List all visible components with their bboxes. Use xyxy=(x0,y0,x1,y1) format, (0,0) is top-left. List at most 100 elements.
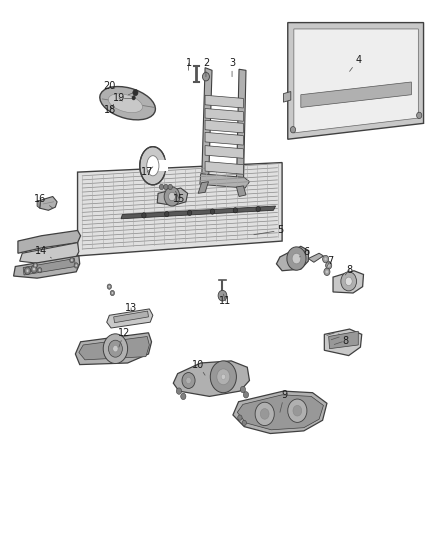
Circle shape xyxy=(202,72,209,81)
Circle shape xyxy=(260,409,269,419)
Text: 9: 9 xyxy=(280,390,287,413)
Text: 3: 3 xyxy=(229,59,235,77)
Circle shape xyxy=(164,184,168,190)
Text: 20: 20 xyxy=(103,81,116,91)
Polygon shape xyxy=(294,29,418,133)
Circle shape xyxy=(110,290,115,296)
Circle shape xyxy=(417,112,422,118)
Polygon shape xyxy=(205,109,244,121)
Text: 14: 14 xyxy=(35,246,51,258)
Ellipse shape xyxy=(147,156,159,176)
Circle shape xyxy=(169,192,176,201)
Text: 1: 1 xyxy=(185,59,191,70)
Circle shape xyxy=(322,255,328,263)
Circle shape xyxy=(113,345,118,352)
Polygon shape xyxy=(200,174,250,188)
Polygon shape xyxy=(333,271,364,293)
Polygon shape xyxy=(78,163,282,256)
Polygon shape xyxy=(328,331,358,349)
Circle shape xyxy=(133,90,138,96)
Circle shape xyxy=(74,263,78,268)
Polygon shape xyxy=(121,206,276,219)
Circle shape xyxy=(187,210,192,215)
Polygon shape xyxy=(107,309,153,328)
Circle shape xyxy=(210,361,237,393)
Circle shape xyxy=(159,184,164,190)
Text: 5: 5 xyxy=(254,225,283,236)
Circle shape xyxy=(182,373,195,389)
Circle shape xyxy=(233,208,237,213)
Polygon shape xyxy=(79,336,149,360)
Circle shape xyxy=(287,247,306,270)
Circle shape xyxy=(33,263,38,268)
Circle shape xyxy=(324,268,330,276)
Polygon shape xyxy=(283,92,291,102)
Polygon shape xyxy=(157,188,187,206)
Circle shape xyxy=(218,290,227,301)
Polygon shape xyxy=(276,246,309,271)
Circle shape xyxy=(325,270,328,273)
Circle shape xyxy=(33,268,35,271)
Polygon shape xyxy=(237,186,246,197)
Circle shape xyxy=(290,126,296,133)
Circle shape xyxy=(186,377,191,384)
Circle shape xyxy=(142,213,146,218)
Circle shape xyxy=(238,415,242,420)
Text: 8: 8 xyxy=(339,334,348,346)
Polygon shape xyxy=(40,197,57,211)
Ellipse shape xyxy=(100,86,155,120)
Circle shape xyxy=(341,272,357,291)
Circle shape xyxy=(26,269,29,272)
Text: 11: 11 xyxy=(219,294,232,306)
Polygon shape xyxy=(205,132,244,145)
Circle shape xyxy=(242,420,247,425)
Circle shape xyxy=(345,277,352,286)
Circle shape xyxy=(103,334,127,364)
Polygon shape xyxy=(201,68,212,183)
Polygon shape xyxy=(156,160,168,171)
Polygon shape xyxy=(301,82,411,108)
Circle shape xyxy=(324,257,327,261)
Text: 4: 4 xyxy=(350,55,361,71)
Circle shape xyxy=(325,262,332,269)
Polygon shape xyxy=(205,120,244,133)
Circle shape xyxy=(210,209,215,214)
Circle shape xyxy=(288,399,307,422)
Circle shape xyxy=(221,374,226,379)
Circle shape xyxy=(240,386,246,393)
Circle shape xyxy=(107,284,112,289)
Circle shape xyxy=(244,392,249,398)
Circle shape xyxy=(39,269,41,271)
Circle shape xyxy=(217,369,230,385)
Circle shape xyxy=(112,292,113,294)
Circle shape xyxy=(164,187,180,206)
Circle shape xyxy=(25,267,31,274)
Circle shape xyxy=(327,264,330,267)
Polygon shape xyxy=(237,69,246,187)
Polygon shape xyxy=(14,256,80,278)
Circle shape xyxy=(293,406,302,416)
Polygon shape xyxy=(308,253,323,262)
Text: 18: 18 xyxy=(104,104,117,115)
Ellipse shape xyxy=(108,94,142,112)
Circle shape xyxy=(177,388,182,394)
Polygon shape xyxy=(75,333,152,365)
Circle shape xyxy=(31,265,37,273)
Polygon shape xyxy=(233,391,327,433)
Circle shape xyxy=(256,206,260,212)
Circle shape xyxy=(38,268,42,273)
Circle shape xyxy=(70,257,74,263)
Circle shape xyxy=(168,184,173,190)
Circle shape xyxy=(109,286,110,288)
Ellipse shape xyxy=(140,147,166,185)
Polygon shape xyxy=(205,95,244,108)
Polygon shape xyxy=(37,200,41,208)
Text: 10: 10 xyxy=(192,360,205,375)
Polygon shape xyxy=(23,259,75,275)
Circle shape xyxy=(292,253,301,264)
Polygon shape xyxy=(173,361,250,397)
Text: 19: 19 xyxy=(113,93,125,103)
Circle shape xyxy=(75,264,77,266)
Text: 6: 6 xyxy=(300,247,309,257)
Polygon shape xyxy=(18,230,81,253)
